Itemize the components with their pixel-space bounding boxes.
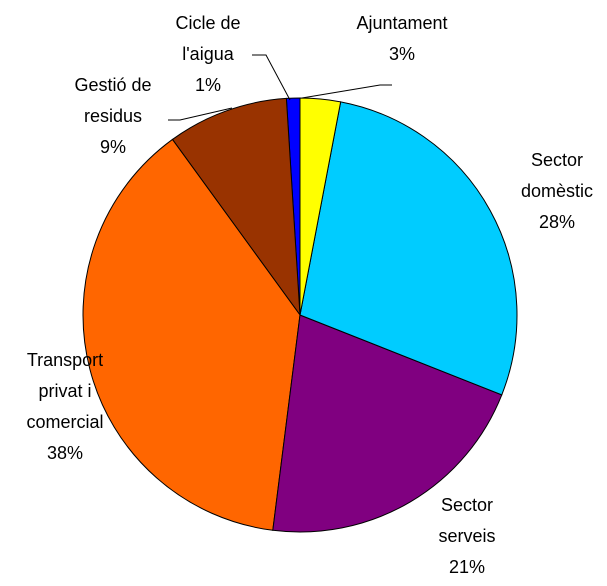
category-label: Gestió de residus xyxy=(74,75,152,126)
category-label: Ajuntament xyxy=(356,13,448,33)
value-label: 1% xyxy=(194,75,221,95)
category-label: Transport privat i comercial xyxy=(26,350,104,432)
pie-slice xyxy=(171,97,301,317)
pie-slice xyxy=(272,314,503,533)
slice-label: Cicle de l'aigua 1% xyxy=(158,8,258,101)
value-label: 9% xyxy=(99,137,126,157)
category-label: Sector domèstic xyxy=(520,150,594,201)
leader-line xyxy=(301,84,392,99)
category-label: Cicle de l'aigua xyxy=(175,13,241,64)
leader-line xyxy=(252,54,291,101)
slice-label: Sector serveis 21% xyxy=(422,490,512,583)
value-label: 3% xyxy=(388,44,415,64)
slice-label: Gestió de residus 9% xyxy=(63,70,163,163)
value-label: 21% xyxy=(448,557,486,577)
leader-line xyxy=(168,107,233,121)
pie-slice xyxy=(299,97,342,316)
pie-slice xyxy=(299,101,518,396)
slice-label: Sector domèstic 28% xyxy=(507,145,607,238)
pie-slice xyxy=(82,138,301,531)
value-label: 28% xyxy=(538,212,576,232)
slice-label: Transport privat i comercial 38% xyxy=(10,345,120,469)
category-label: Sector serveis xyxy=(438,495,496,546)
value-label: 38% xyxy=(46,443,84,463)
slice-label: Ajuntament 3% xyxy=(342,8,462,70)
